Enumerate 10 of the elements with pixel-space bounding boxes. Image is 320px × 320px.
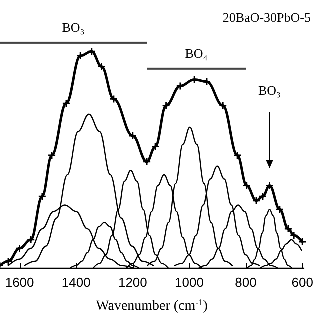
x-tick-label: 1600 — [5, 275, 34, 290]
annotation: BO₄ — [185, 46, 208, 62]
text: BO₃ — [62, 20, 85, 36]
annotation: BO₃ — [258, 82, 282, 98]
x-tick-label: 600 — [292, 275, 314, 290]
x-tick-label: 1200 — [118, 275, 148, 290]
x-tick-label: 800 — [235, 275, 257, 290]
chart-title: 20BaO-30PbO-5 — [222, 10, 312, 25]
x-tick-label: 1400 — [62, 275, 91, 290]
x-tick-label: 1000 — [175, 275, 204, 290]
